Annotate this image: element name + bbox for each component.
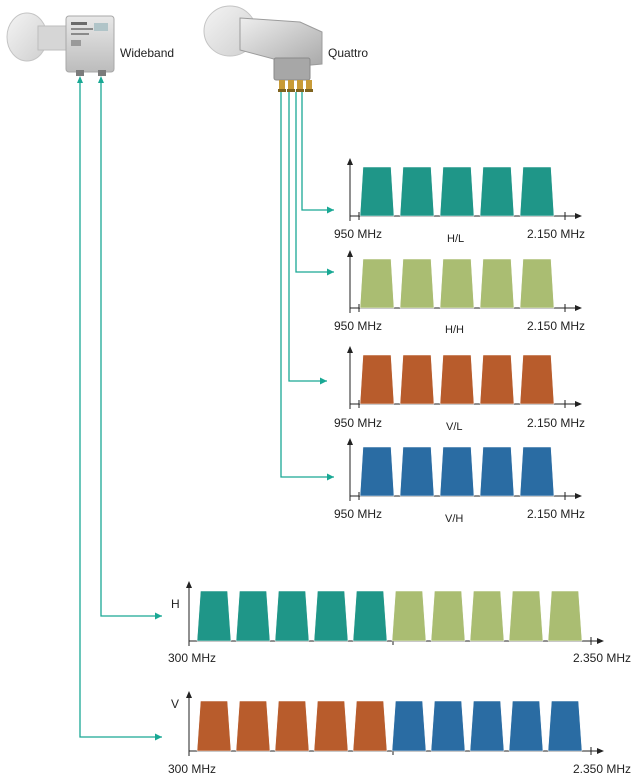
quattro-3-y-arrow <box>347 438 353 445</box>
connector-vh-arrowhead <box>327 473 334 481</box>
band-trapezoid <box>274 700 310 752</box>
connector-vh <box>280 92 334 478</box>
quattro-3-x-arrow <box>575 493 582 499</box>
band-trapezoid <box>430 590 466 642</box>
band-trapezoid <box>391 700 427 752</box>
band-trapezoid <box>313 700 349 752</box>
hl-band-label: H/L <box>447 233 465 245</box>
wideband-v-freq-end: 2.350 MHz <box>573 762 632 776</box>
band-trapezoid <box>235 700 271 752</box>
band-trapezoid <box>547 590 583 642</box>
band-trapezoid <box>313 590 349 642</box>
band-trapezoid <box>479 354 515 405</box>
band-trapezoid <box>235 590 271 642</box>
wideband-label: Wideband <box>120 46 175 60</box>
connector-vl <box>288 92 327 382</box>
connector-hl-arrowhead <box>327 206 334 214</box>
wideband-v-axis-label: V <box>171 697 180 711</box>
band-trapezoid <box>479 258 515 309</box>
hh-freq-start: 950 MHz <box>334 319 383 333</box>
band-trapezoid <box>399 258 435 309</box>
band-trapezoid <box>352 700 388 752</box>
wideband-h-freq-end: 2.350 MHz <box>573 651 632 665</box>
band-trapezoid <box>439 446 475 497</box>
wideband-0-y-arrow <box>186 581 192 588</box>
connector-wideband-h <box>100 80 162 617</box>
wideband-0-x-arrow <box>597 638 604 644</box>
wideband-spectrum-v <box>186 691 604 756</box>
wideband-h-freq-start: 300 MHz <box>168 651 217 665</box>
quattro-spectrum-hl <box>347 158 582 221</box>
band-trapezoid <box>519 446 555 497</box>
band-trapezoid <box>430 700 466 752</box>
band-trapezoid <box>439 354 475 405</box>
quattro-1-y-arrow <box>347 250 353 257</box>
spectrum-charts <box>186 158 604 756</box>
band-trapezoid <box>439 258 475 309</box>
band-trapezoid <box>469 700 505 752</box>
vl-freq-end: 2.150 MHz <box>527 416 586 430</box>
band-trapezoid <box>399 166 435 217</box>
wideband-spectrum-h <box>186 581 604 646</box>
connector-hh-arrowhead <box>327 268 334 276</box>
vl-band-label: V/L <box>446 421 463 433</box>
band-trapezoid <box>508 590 544 642</box>
band-trapezoid <box>352 590 388 642</box>
quattro-lnb-icon <box>203 5 323 92</box>
hl-freq-start: 950 MHz <box>334 227 383 241</box>
wideband-h-up-arrow <box>98 76 104 83</box>
connector-vl-arrowhead <box>320 377 327 385</box>
band-trapezoid <box>469 590 505 642</box>
band-trapezoid <box>479 446 515 497</box>
band-trapezoid <box>519 258 555 309</box>
band-trapezoid <box>359 258 395 309</box>
band-trapezoid <box>359 446 395 497</box>
band-trapezoid <box>359 166 395 217</box>
band-trapezoid <box>274 590 310 642</box>
quattro-1-x-arrow <box>575 305 582 311</box>
band-trapezoid <box>519 354 555 405</box>
vh-freq-start: 950 MHz <box>334 507 383 521</box>
wideband-1-x-arrow <box>597 748 604 754</box>
wideband-lnb-icon <box>6 12 115 76</box>
quattro-spectrum-vl <box>347 346 582 409</box>
hh-band-label: H/H <box>445 324 464 336</box>
wideband-h-axis-label: H <box>171 597 180 611</box>
connector-hl <box>301 92 334 211</box>
band-trapezoid <box>196 590 232 642</box>
band-trapezoid <box>359 354 395 405</box>
band-trapezoid <box>479 166 515 217</box>
band-trapezoid <box>508 700 544 752</box>
quattro-spectrum-hh <box>347 250 582 313</box>
band-trapezoid <box>391 590 427 642</box>
connector-wideband-v-arrowhead <box>155 733 162 741</box>
quattro-0-x-arrow <box>575 213 582 219</box>
vl-freq-start: 950 MHz <box>334 416 383 430</box>
band-trapezoid <box>519 166 555 217</box>
wideband-1-y-arrow <box>186 691 192 698</box>
connector-wideband-v <box>79 80 162 738</box>
band-trapezoid <box>439 166 475 217</box>
connector-lines <box>77 76 334 741</box>
band-trapezoid <box>399 446 435 497</box>
quattro-0-y-arrow <box>347 158 353 165</box>
wideband-v-freq-start: 300 MHz <box>168 762 217 776</box>
band-trapezoid <box>196 700 232 752</box>
hl-freq-end: 2.150 MHz <box>527 227 586 241</box>
quattro-2-x-arrow <box>575 401 582 407</box>
quattro-spectrum-vh <box>347 438 582 501</box>
wideband-v-up-arrow <box>77 76 83 83</box>
vh-band-label: V/H <box>445 513 464 525</box>
connector-hh <box>295 92 334 273</box>
quattro-2-y-arrow <box>347 346 353 353</box>
connector-wideband-h-arrowhead <box>155 612 162 620</box>
band-trapezoid <box>399 354 435 405</box>
hh-freq-end: 2.150 MHz <box>527 319 586 333</box>
vh-freq-end: 2.150 MHz <box>527 507 586 521</box>
quattro-label: Quattro <box>328 46 369 60</box>
band-trapezoid <box>547 700 583 752</box>
